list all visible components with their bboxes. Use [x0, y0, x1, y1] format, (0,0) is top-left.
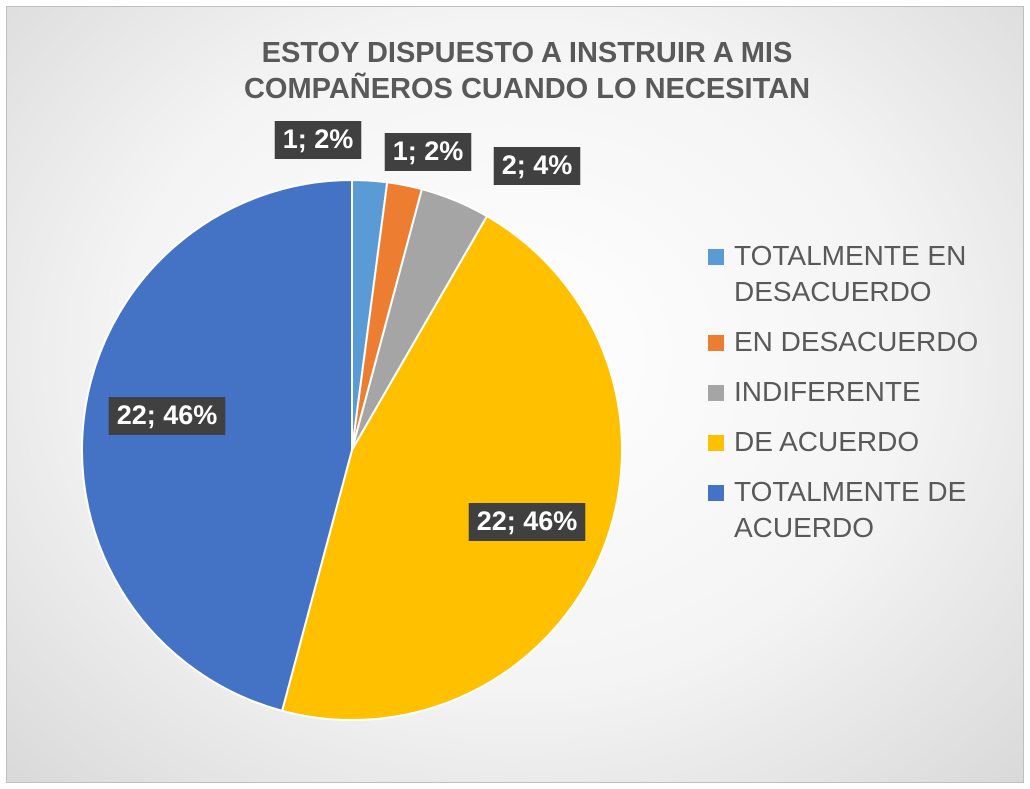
legend-entry: TOTALMENTE DE ACUERDO	[706, 474, 1016, 546]
legend-label: TOTALMENTE DE ACUERDO	[734, 476, 967, 543]
legend-swatch	[708, 385, 724, 401]
legend-label: INDIFERENTE	[734, 376, 921, 407]
legend-swatch	[708, 335, 724, 351]
legend-entry: EN DESACUERDO	[706, 324, 1016, 360]
legend-label: DE ACUERDO	[734, 426, 920, 457]
data-label-text: 22; 46%	[477, 506, 578, 536]
data-label-text: 2; 4%	[502, 150, 573, 180]
legend: TOTALMENTE EN DESACUERDO EN DESACUERDO IND…	[706, 238, 1016, 560]
data-label-text: 1; 2%	[283, 124, 354, 154]
data-label-box	[468, 503, 586, 541]
data-label-box	[384, 133, 472, 171]
legend-entry: TOTALMENTE EN DESACUERDO	[706, 238, 1016, 310]
legend-entry: DE ACUERDO	[706, 424, 1016, 460]
legend-label: EN DESACUERDO	[734, 326, 979, 357]
data-label: 22; 46%	[468, 503, 586, 541]
chart-title: ESTOY DISPUESTO A INSTRUIR A MIS COMPAÑE…	[243, 37, 811, 105]
data-label: 22; 46%	[108, 397, 226, 435]
data-label-text: 22; 46%	[117, 400, 218, 430]
legend-swatch	[708, 485, 724, 501]
data-label: 1; 2%	[384, 133, 472, 171]
legend-entry: INDIFERENTE	[706, 374, 1016, 410]
legend-swatch	[708, 435, 724, 451]
pie-slice	[280, 214, 623, 721]
data-label-text: 1; 2%	[393, 136, 464, 166]
data-label-box	[274, 121, 362, 159]
legend-swatch	[708, 249, 724, 265]
pie-slice	[81, 178, 353, 713]
data-label-box	[108, 397, 226, 435]
data-label-box	[493, 147, 581, 185]
data-label: 2; 4%	[493, 147, 581, 185]
data-label: 1; 2%	[274, 121, 362, 159]
legend-label: TOTALMENTE EN DESACUERDO	[734, 240, 967, 307]
